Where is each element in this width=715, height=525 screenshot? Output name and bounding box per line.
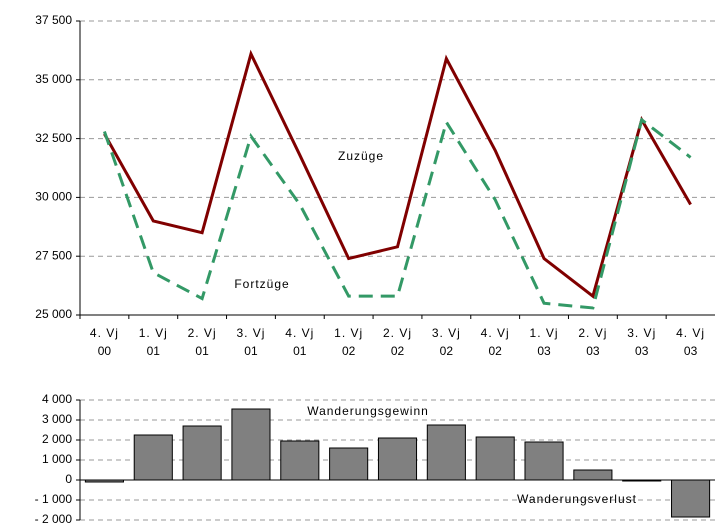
y-tick-label: 32 500 bbox=[35, 131, 72, 145]
x-tick-label: 03 bbox=[586, 344, 600, 358]
x-tick-label: 02 bbox=[440, 344, 454, 358]
y-tick-label: 25 000 bbox=[35, 307, 72, 321]
y-tick-label: 4 000 bbox=[42, 392, 72, 406]
x-tick-label: 4. Vj bbox=[90, 326, 119, 340]
x-tick-label: 03 bbox=[537, 344, 551, 358]
x-tick-label: 2. Vj bbox=[188, 326, 217, 340]
x-tick-label: 02 bbox=[391, 344, 405, 358]
y-tick-label: 35 000 bbox=[35, 72, 72, 86]
y-tick-label: 0 bbox=[65, 472, 72, 486]
x-tick-label: 01 bbox=[293, 344, 307, 358]
bar bbox=[573, 469, 613, 481]
annotation: Wanderungsgewinn bbox=[307, 404, 429, 418]
y-tick-label: 37 500 bbox=[35, 13, 72, 27]
x-tick-label: 1. Vj bbox=[139, 326, 168, 340]
y-tick-label: - 1 000 bbox=[35, 492, 73, 506]
x-tick-label: 4. Vj bbox=[676, 326, 705, 340]
bar bbox=[377, 437, 418, 481]
bar bbox=[182, 425, 222, 481]
y-tick-label: 2 000 bbox=[42, 432, 72, 446]
x-tick-label: 01 bbox=[147, 344, 161, 358]
x-tick-label: 01 bbox=[244, 344, 258, 358]
bar bbox=[329, 447, 369, 481]
x-tick-label: 03 bbox=[635, 344, 649, 358]
x-tick-label: 1. Vj bbox=[334, 326, 363, 340]
line-series bbox=[103, 49, 692, 299]
y-tick-label: - 2 000 bbox=[35, 512, 73, 525]
y-tick-label: 30 000 bbox=[35, 190, 72, 204]
x-tick-label: 4. Vj bbox=[481, 326, 510, 340]
y-tick-label: 3 000 bbox=[42, 412, 72, 426]
bar bbox=[231, 408, 271, 481]
x-tick-label: 03 bbox=[684, 344, 698, 358]
x-tick-label: 2. Vj bbox=[578, 326, 607, 340]
x-tick-label: 01 bbox=[195, 344, 209, 358]
bar bbox=[133, 434, 173, 481]
x-tick-label: 1. Vj bbox=[530, 326, 559, 340]
series-label: Fortzüge bbox=[234, 277, 289, 291]
x-tick-label: 02 bbox=[489, 344, 503, 358]
x-tick-label: 3. Vj bbox=[432, 326, 461, 340]
y-tick-label: 27 500 bbox=[35, 248, 72, 262]
line-series bbox=[103, 117, 692, 310]
x-tick-label: 2. Vj bbox=[383, 326, 412, 340]
x-tick-label: 02 bbox=[342, 344, 356, 358]
bar bbox=[524, 441, 564, 481]
bar bbox=[671, 479, 711, 518]
series-label: Zuzüge bbox=[338, 149, 384, 163]
x-tick-label: 3. Vj bbox=[627, 326, 656, 340]
bar bbox=[426, 424, 466, 481]
bar bbox=[280, 440, 320, 481]
bar bbox=[475, 436, 515, 481]
x-tick-label: 3. Vj bbox=[236, 326, 265, 340]
x-tick-label: 00 bbox=[98, 344, 112, 358]
x-tick-label: 4. Vj bbox=[285, 326, 314, 340]
annotation: Wanderungsverlust bbox=[517, 492, 637, 506]
y-tick-label: 1 000 bbox=[42, 452, 72, 466]
